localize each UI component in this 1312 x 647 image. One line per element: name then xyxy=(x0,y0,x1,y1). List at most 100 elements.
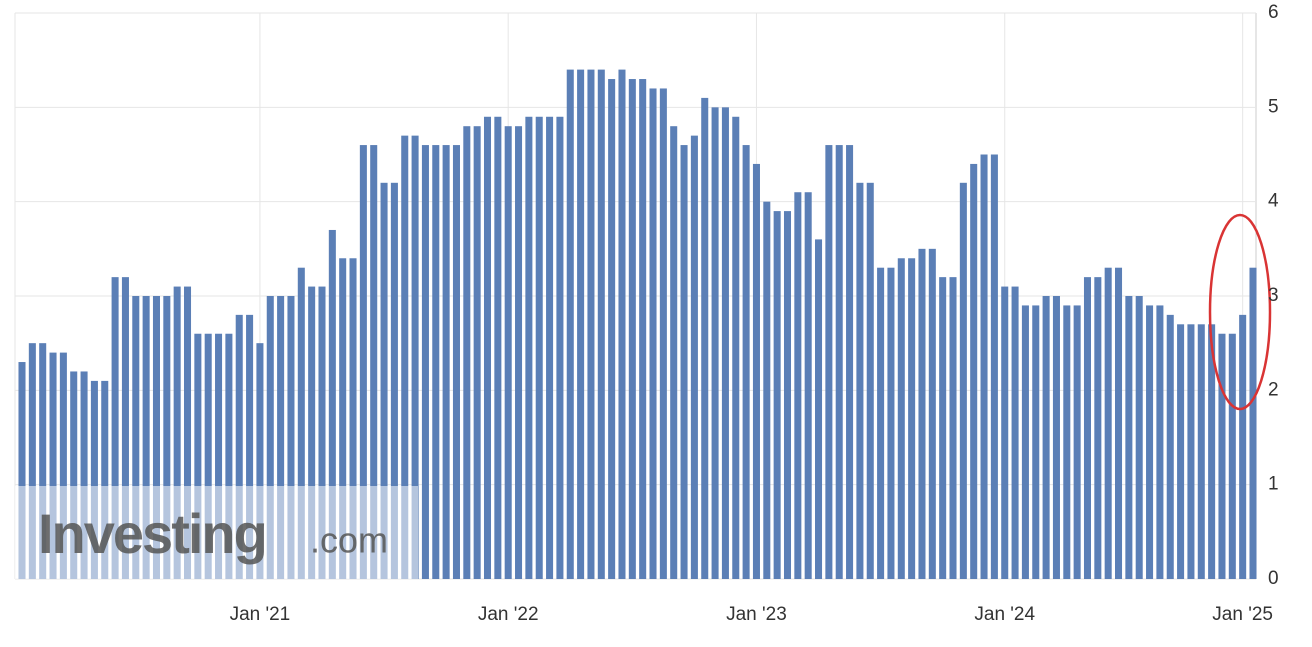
bar xyxy=(215,333,223,579)
bar xyxy=(1146,305,1154,579)
bar xyxy=(59,352,67,579)
bar xyxy=(483,116,492,580)
bar xyxy=(266,296,274,579)
bar xyxy=(856,182,864,580)
bar xyxy=(1218,333,1226,579)
bar xyxy=(39,343,47,579)
bar xyxy=(1187,324,1195,579)
bar xyxy=(1042,296,1050,579)
bar xyxy=(763,201,771,579)
bar xyxy=(380,182,388,580)
bar xyxy=(28,343,36,579)
bar xyxy=(970,163,978,579)
bar xyxy=(515,126,523,579)
bar xyxy=(277,296,285,579)
bar xyxy=(494,116,502,580)
bar xyxy=(287,296,295,579)
bar xyxy=(1197,324,1205,579)
bar xyxy=(473,126,481,579)
bar xyxy=(463,126,471,579)
bar xyxy=(535,116,543,580)
bar xyxy=(670,126,678,579)
y-tick-label: 2 xyxy=(1268,379,1279,400)
bar xyxy=(132,296,140,579)
bar xyxy=(846,145,854,580)
bar xyxy=(1177,324,1185,579)
y-tick-label: 0 xyxy=(1268,568,1279,589)
bar xyxy=(452,145,460,580)
bar xyxy=(90,380,98,579)
bar xyxy=(49,352,57,579)
bar xyxy=(1094,277,1102,579)
y-tick-label: 3 xyxy=(1268,285,1279,306)
bar xyxy=(183,286,192,579)
bar xyxy=(587,69,595,579)
bar xyxy=(618,69,626,579)
bar xyxy=(1125,296,1133,579)
bar xyxy=(566,69,574,579)
bar xyxy=(308,286,316,579)
bar xyxy=(1011,286,1019,579)
bar xyxy=(328,229,336,579)
bar xyxy=(121,277,129,579)
bar xyxy=(297,267,305,579)
bar xyxy=(866,182,874,580)
bar xyxy=(173,286,181,579)
y-tick-label: 6 xyxy=(1268,2,1279,23)
bar xyxy=(742,145,750,580)
bar xyxy=(1249,267,1257,579)
bar xyxy=(1052,296,1060,579)
bar xyxy=(194,333,202,579)
bar xyxy=(711,107,719,579)
x-tick-label: Jan '24 xyxy=(974,604,1035,625)
bar xyxy=(504,126,512,579)
x-tick-label: Jan '21 xyxy=(230,604,291,625)
bar xyxy=(701,97,709,580)
bar xyxy=(359,145,367,580)
bar xyxy=(897,258,905,579)
bar xyxy=(959,182,967,580)
bar xyxy=(1115,267,1123,579)
bar xyxy=(752,163,760,579)
bar xyxy=(370,145,378,580)
bar xyxy=(556,116,564,580)
x-tick-label: Jan '25 xyxy=(1212,604,1273,625)
watermark-box xyxy=(15,486,418,579)
bar xyxy=(235,314,243,579)
bar xyxy=(732,116,740,580)
bar xyxy=(877,267,885,579)
bar xyxy=(339,258,347,579)
bar xyxy=(773,211,781,579)
bar xyxy=(649,88,657,579)
bar xyxy=(421,145,429,580)
bar xyxy=(152,296,160,579)
bar xyxy=(835,145,843,580)
bar xyxy=(949,277,957,579)
bars-layer xyxy=(18,69,1257,580)
bar xyxy=(349,258,357,579)
bar xyxy=(432,145,440,580)
bar xyxy=(390,182,398,580)
bar xyxy=(256,343,264,579)
bar xyxy=(577,69,585,579)
bar xyxy=(1032,305,1040,579)
bar xyxy=(597,69,605,579)
bar xyxy=(204,333,212,579)
highlight-ellipse xyxy=(1208,213,1272,411)
bar xyxy=(318,286,326,579)
bar xyxy=(680,145,688,580)
bar xyxy=(825,145,833,580)
y-tick-label: 4 xyxy=(1268,191,1279,212)
bar xyxy=(928,248,936,580)
bar xyxy=(101,380,109,579)
bar xyxy=(908,258,916,579)
bar xyxy=(1001,286,1009,579)
bar xyxy=(18,362,26,579)
bar xyxy=(690,135,698,579)
bar xyxy=(783,211,792,579)
bar xyxy=(639,79,647,580)
bar xyxy=(980,154,988,579)
bar xyxy=(1135,296,1143,579)
y-tick-label: 5 xyxy=(1268,96,1279,117)
bar xyxy=(442,145,450,580)
